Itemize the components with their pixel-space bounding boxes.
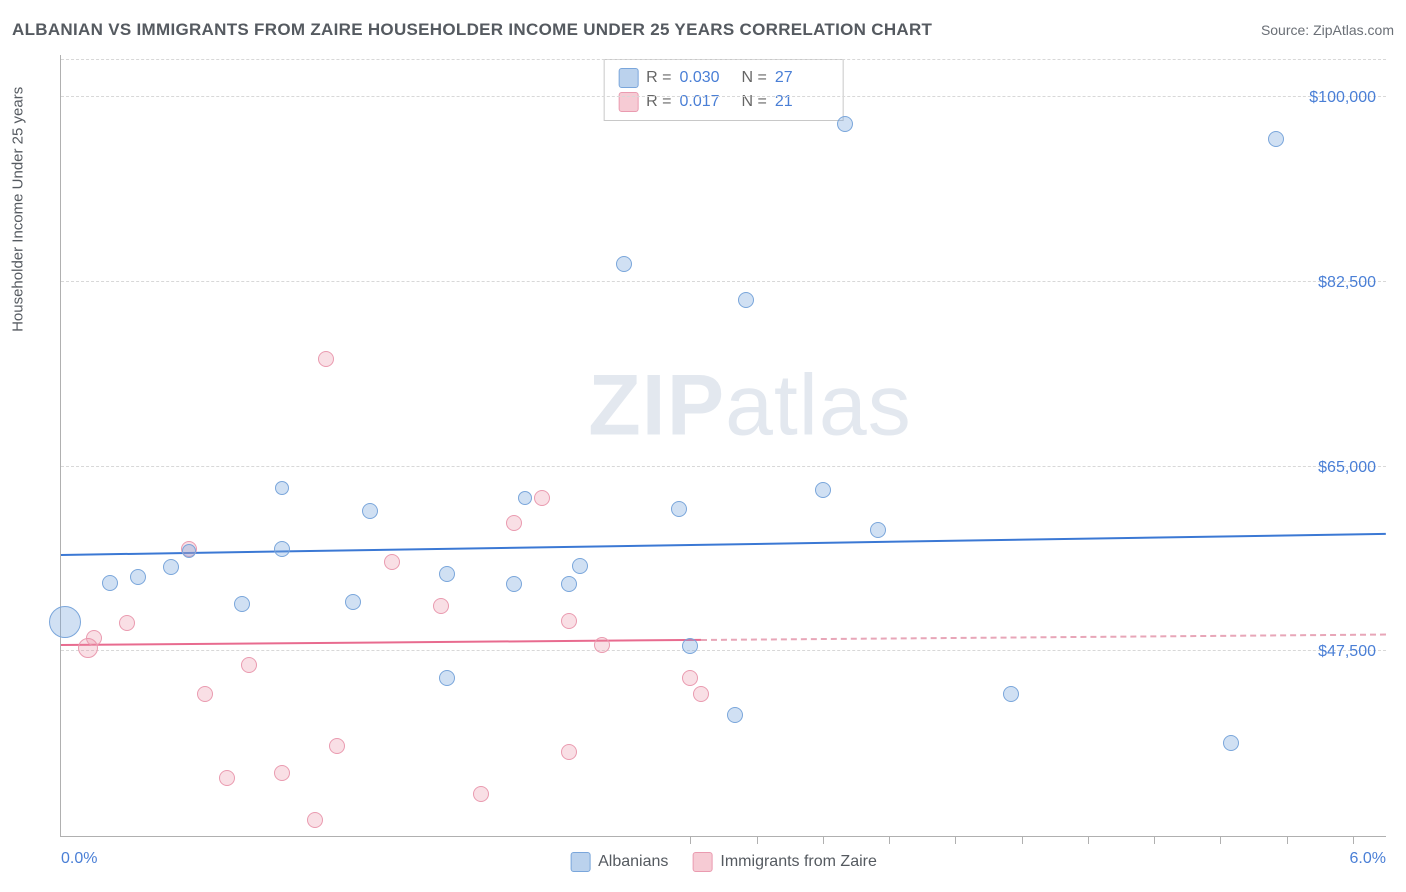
data-point: [197, 686, 213, 702]
y-tick-label: $65,000: [1318, 459, 1376, 477]
x-tick: [823, 836, 824, 844]
source-attribution: Source: ZipAtlas.com: [1261, 22, 1394, 38]
data-point: [572, 558, 588, 574]
data-point: [616, 256, 632, 272]
legend-label: Immigrants from Zaire: [720, 853, 876, 871]
legend-item: Albanians: [570, 852, 668, 872]
legend-r-label: R =: [646, 69, 671, 87]
grid-line: [61, 59, 1386, 60]
data-point: [561, 576, 577, 592]
data-point: [241, 657, 257, 673]
legend-label: Albanians: [598, 853, 668, 871]
legend-n-label: N =: [742, 69, 767, 87]
data-point: [727, 707, 743, 723]
data-point: [433, 598, 449, 614]
legend-swatch: [692, 852, 712, 872]
legend-row: R = 0.030 N = 27: [618, 66, 829, 90]
data-point: [384, 554, 400, 570]
data-point: [506, 515, 522, 531]
x-tick: [690, 836, 691, 844]
legend-n-value: 27: [775, 69, 829, 87]
x-tick: [1088, 836, 1089, 844]
data-point: [594, 637, 610, 653]
data-point: [870, 522, 886, 538]
data-point: [671, 501, 687, 517]
data-point: [1223, 735, 1239, 751]
grid-line: [61, 650, 1386, 651]
y-tick-label: $47,500: [1318, 643, 1376, 661]
data-point: [274, 541, 290, 557]
data-point: [219, 770, 235, 786]
legend-swatch: [618, 92, 638, 112]
grid-line: [61, 96, 1386, 97]
x-tick: [1353, 836, 1354, 844]
data-point: [307, 812, 323, 828]
legend-swatch: [570, 852, 590, 872]
data-point: [163, 559, 179, 575]
data-point: [439, 566, 455, 582]
data-point: [682, 670, 698, 686]
legend-swatch: [618, 68, 638, 88]
x-tick: [889, 836, 890, 844]
data-point: [518, 491, 532, 505]
legend-series: Albanians Immigrants from Zaire: [570, 852, 877, 872]
scatter-plot: ZIPatlas R =0.030N =27R =0.017N =21 Alba…: [60, 55, 1386, 837]
data-point: [182, 544, 196, 558]
x-tick: [955, 836, 956, 844]
legend-row: R =0.017N =21: [618, 90, 829, 114]
data-point: [561, 744, 577, 760]
x-tick: [1220, 836, 1221, 844]
grid-line: [61, 466, 1386, 467]
x-tick-label: 0.0%: [61, 850, 97, 868]
y-axis-label: Householder Income Under 25 years: [10, 87, 27, 332]
legend-item: Immigrants from Zaire: [692, 852, 876, 872]
data-point: [506, 576, 522, 592]
data-point: [1003, 686, 1019, 702]
y-tick-label: $82,500: [1318, 274, 1376, 292]
trend-line: [61, 533, 1386, 556]
data-point: [815, 482, 831, 498]
data-point: [362, 503, 378, 519]
x-tick: [1287, 836, 1288, 844]
data-point: [345, 594, 361, 610]
data-point: [102, 575, 118, 591]
x-tick: [1022, 836, 1023, 844]
data-point: [86, 630, 102, 646]
data-point: [561, 613, 577, 629]
data-point: [693, 686, 709, 702]
data-point: [234, 596, 250, 612]
data-point: [1268, 131, 1284, 147]
x-tick: [1154, 836, 1155, 844]
data-point: [682, 638, 698, 654]
title-bar: ALBANIAN VS IMMIGRANTS FROM ZAIRE HOUSEH…: [12, 20, 1394, 40]
data-point: [130, 569, 146, 585]
data-point: [329, 738, 345, 754]
data-point: [274, 765, 290, 781]
legend-r-value: 0.030: [680, 69, 734, 87]
data-point: [275, 481, 289, 495]
data-point: [49, 606, 81, 638]
data-point: [534, 490, 550, 506]
grid-line: [61, 281, 1386, 282]
watermark: ZIPatlas: [588, 357, 911, 456]
data-point: [738, 292, 754, 308]
data-point: [119, 615, 135, 631]
data-point: [318, 351, 334, 367]
x-tick: [757, 836, 758, 844]
data-point: [439, 670, 455, 686]
data-point: [473, 786, 489, 802]
chart-title: ALBANIAN VS IMMIGRANTS FROM ZAIRE HOUSEH…: [12, 20, 932, 40]
legend-correlation: R = 0.030 N = 27 R =0.017N =21: [603, 59, 844, 121]
x-tick-label: 6.0%: [1350, 850, 1386, 868]
data-point: [837, 116, 853, 132]
trend-line: [701, 633, 1386, 640]
y-tick-label: $100,000: [1309, 89, 1376, 107]
